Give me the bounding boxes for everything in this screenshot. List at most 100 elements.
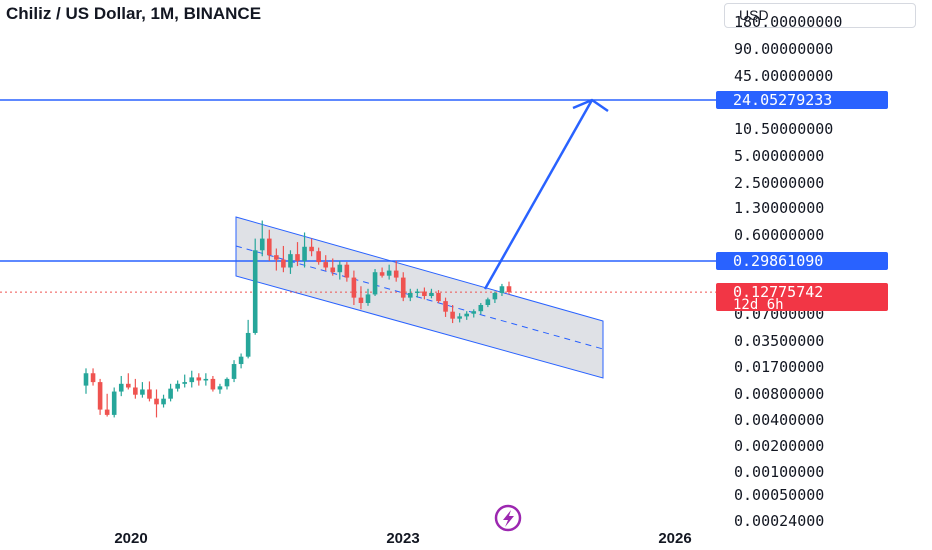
candle — [492, 291, 498, 304]
candle-body — [478, 304, 484, 312]
candle — [365, 288, 371, 306]
candle-body — [457, 316, 462, 319]
candle — [415, 288, 420, 298]
candle-body — [330, 267, 336, 273]
candle-body — [118, 383, 124, 392]
candle-body — [400, 277, 406, 298]
y-tick-label: 0.00400000 — [734, 411, 824, 429]
candle — [97, 378, 103, 415]
candle-body — [464, 313, 469, 317]
candle-body — [443, 301, 448, 312]
candle-body — [393, 270, 399, 278]
candle-body — [238, 356, 244, 365]
price-tag-bg — [716, 91, 888, 109]
candle — [111, 387, 117, 418]
candle — [443, 297, 448, 317]
candle — [351, 270, 357, 305]
y-tick-label: 0.01700000 — [734, 358, 824, 376]
candle-body — [90, 373, 96, 383]
candle-body — [485, 299, 491, 305]
candle-body — [161, 398, 166, 405]
candle — [372, 269, 378, 297]
candle — [471, 309, 477, 318]
channel-midline — [235, 245, 604, 350]
candle-body — [133, 387, 138, 395]
candle — [478, 303, 484, 315]
candlestick-series — [83, 220, 512, 418]
candle-body — [422, 291, 427, 297]
candle-body — [203, 378, 209, 381]
candle-body — [358, 297, 364, 304]
lightning-icon[interactable] — [494, 504, 522, 532]
candle-body — [182, 382, 187, 384]
candle-body — [288, 254, 293, 268]
candle-body — [210, 378, 216, 390]
y-tick-label: 0.00800000 — [734, 385, 824, 403]
y-tick-label: 2.50000000 — [734, 174, 824, 192]
candle — [133, 378, 138, 399]
candle — [147, 381, 152, 402]
x-tick-label: 2026 — [658, 530, 691, 547]
candle-body — [154, 398, 159, 405]
candle-body — [429, 292, 434, 297]
candle — [259, 220, 265, 257]
candle — [393, 260, 399, 282]
chart-title: Chiliz / US Dollar, 1M, BINANCE — [6, 4, 262, 23]
price-tag-bg — [716, 252, 888, 270]
currency-selector[interactable]: USD — [724, 3, 916, 28]
y-tick-label: 90.00000000 — [734, 40, 833, 58]
candle — [267, 229, 272, 261]
y-tick-label: 5.00000000 — [734, 147, 824, 165]
candle-body — [126, 383, 131, 388]
candle-body — [344, 264, 350, 278]
x-tick-label: 2023 — [386, 530, 419, 547]
candle — [168, 383, 173, 402]
x-tick-label: 2020 — [114, 530, 147, 547]
candle — [252, 238, 258, 335]
candle — [154, 389, 159, 418]
candle-body — [408, 292, 413, 298]
candle — [506, 281, 512, 295]
candle — [140, 382, 145, 398]
candle-body — [168, 388, 173, 399]
candle-body — [281, 259, 286, 268]
candle-body — [175, 383, 180, 389]
candle-body — [323, 262, 328, 268]
candle — [344, 262, 350, 282]
candle — [436, 290, 441, 304]
candle-body — [147, 389, 152, 399]
y-tick-label: 1.30000000 — [734, 199, 824, 217]
candle — [379, 267, 385, 278]
candle-body — [97, 382, 103, 410]
candle — [281, 245, 286, 273]
candle-body — [450, 311, 455, 319]
candle — [217, 383, 223, 394]
y-tick-label: 0.00024000 — [734, 512, 824, 530]
target-arrow[interactable] — [483, 98, 609, 290]
candle-body — [295, 254, 300, 261]
candle — [118, 375, 124, 397]
y-tick-label: 0.03500000 — [734, 332, 824, 350]
y-tick-label: 0.00050000 — [734, 486, 824, 504]
candle — [231, 360, 237, 383]
candle — [400, 272, 406, 302]
candle — [245, 319, 251, 359]
candle — [457, 313, 462, 323]
candle — [386, 264, 392, 280]
price-tag: 0.29861090 — [716, 252, 888, 270]
candle — [104, 393, 110, 417]
candle — [238, 353, 244, 369]
y-tick-label: 45.00000000 — [734, 67, 833, 85]
candle-body — [492, 292, 498, 300]
arrow-shaft — [483, 99, 594, 290]
y-tick-label: 0.60000000 — [734, 226, 824, 244]
candle — [485, 297, 491, 308]
parallel-channel[interactable] — [235, 216, 604, 379]
time-axis[interactable]: 2020 2023 2026 — [114, 530, 691, 547]
horizontal-lines[interactable] — [0, 99, 716, 293]
candle-body — [316, 251, 321, 263]
candle — [274, 248, 279, 271]
price-tag-value: 24.05279233 — [733, 91, 832, 109]
